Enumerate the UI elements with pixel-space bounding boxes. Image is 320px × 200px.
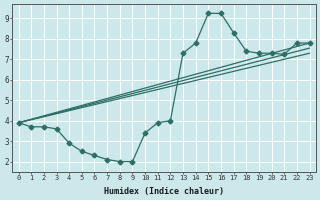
X-axis label: Humidex (Indice chaleur): Humidex (Indice chaleur)	[104, 187, 224, 196]
